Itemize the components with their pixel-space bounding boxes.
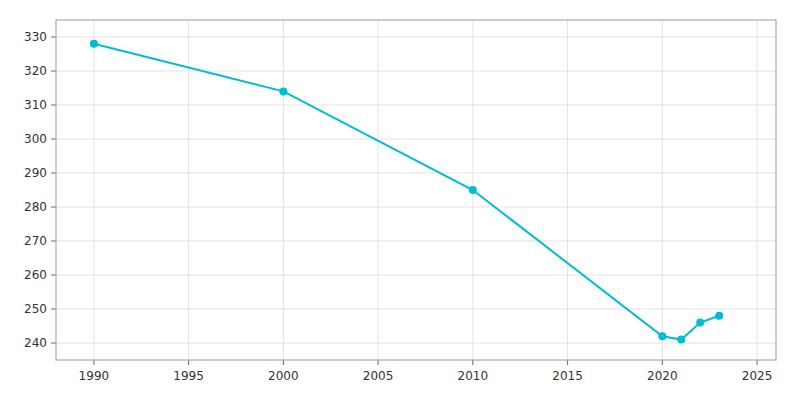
grid <box>56 20 776 360</box>
y-grid-line <box>56 71 776 72</box>
x-tick-label: 2025 <box>742 369 773 383</box>
y-grid-line <box>56 139 776 140</box>
y-tick <box>51 343 56 344</box>
marker <box>696 319 704 327</box>
y-tick <box>51 105 56 106</box>
y-tick-label: 330 <box>24 30 47 44</box>
x-tick-label: 1990 <box>79 369 110 383</box>
marker <box>677 336 685 344</box>
x-tick <box>188 360 189 365</box>
y-tick <box>51 71 56 72</box>
y-grid-line <box>56 343 776 344</box>
x-tick <box>472 360 473 365</box>
page: {"chart_data": {"type": "line", "x": [19… <box>0 0 800 400</box>
marker <box>658 332 666 340</box>
y-tick-label: 240 <box>24 336 47 350</box>
y-tick <box>51 309 56 310</box>
y-tick-label: 270 <box>24 234 47 248</box>
y-tick <box>51 275 56 276</box>
y-grid-line <box>56 37 776 38</box>
y-grid-line <box>56 105 776 106</box>
y-grid-line <box>56 309 776 310</box>
marker <box>279 87 287 95</box>
x-tick-label: 2005 <box>363 369 394 383</box>
marker <box>469 186 477 194</box>
marker <box>90 40 98 48</box>
y-grid-line <box>56 275 776 276</box>
y-grid-line <box>56 173 776 174</box>
x-tick-label: 2010 <box>458 369 489 383</box>
y-tick <box>51 173 56 174</box>
marker <box>715 312 723 320</box>
y-tick-label: 260 <box>24 268 47 282</box>
x-tick <box>378 360 379 365</box>
chart-container: 1990 1995 2000 2005 2010 2015 2020 2025 240 250 26… <box>0 0 800 400</box>
y-tick-label: 280 <box>24 200 47 214</box>
y-grid-line <box>56 241 776 242</box>
y-tick-label: 290 <box>24 166 47 180</box>
x-tick-label: 2000 <box>268 369 299 383</box>
y-tick-label: 310 <box>24 98 47 112</box>
series <box>90 40 723 344</box>
y-tick-label: 250 <box>24 302 47 316</box>
y-tick <box>51 207 56 208</box>
x-tick <box>567 360 568 365</box>
x-tick <box>662 360 663 365</box>
y-tick <box>51 139 56 140</box>
y-grid-line <box>56 207 776 208</box>
y-tick <box>51 241 56 242</box>
x-tick <box>93 360 94 365</box>
x-tick <box>757 360 758 365</box>
x-tick-label: 2015 <box>552 369 583 383</box>
chart-svg: 1990 1995 2000 2005 2010 2015 2020 2025 240 250 26… <box>0 0 800 400</box>
y-tick-label: 300 <box>24 132 47 146</box>
axes: 1990 1995 2000 2005 2010 2015 2020 2025 240 250 26… <box>24 20 776 383</box>
x-tick-label: 2020 <box>647 369 678 383</box>
x-tick <box>283 360 284 365</box>
y-tick <box>51 37 56 38</box>
x-tick-label: 1995 <box>173 369 204 383</box>
y-tick-label: 320 <box>24 64 47 78</box>
line <box>94 44 719 340</box>
plot-frame <box>56 20 776 360</box>
